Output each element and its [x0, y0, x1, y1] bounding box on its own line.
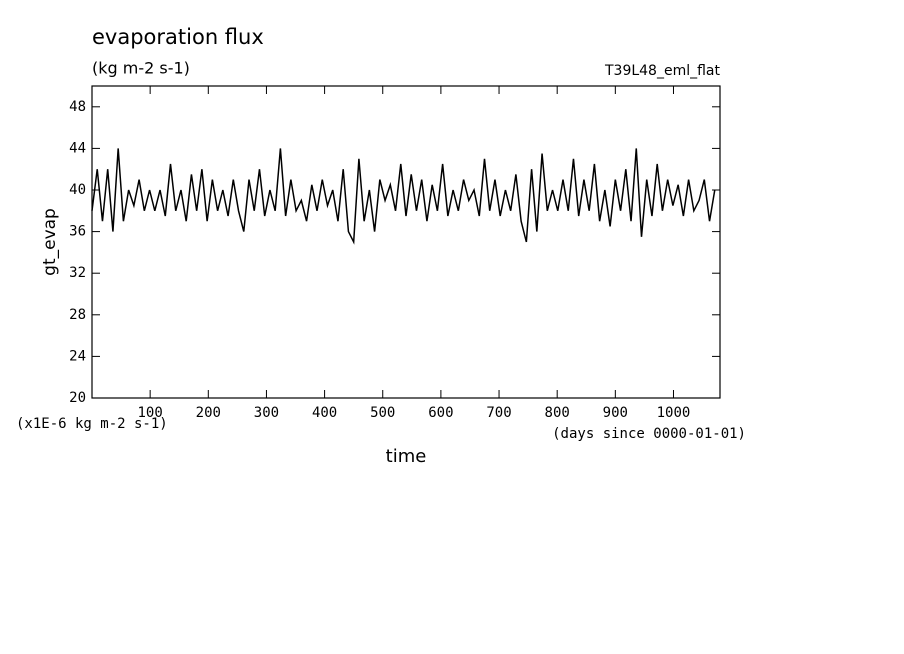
x-tick-label: 500 — [370, 405, 395, 421]
y-tick-label: 20 — [69, 390, 86, 406]
y-axis-label: gt_evap — [40, 208, 60, 276]
plot-frame — [91, 85, 721, 399]
y-tick-label: 24 — [69, 348, 86, 364]
y-tick-label: 32 — [69, 265, 86, 281]
x-tick-label: 400 — [312, 405, 337, 421]
y-tick-label: 28 — [69, 307, 86, 323]
x-tick-label: 100 — [137, 405, 162, 421]
data-line — [91, 148, 716, 245]
annotation: T39L48_eml_flat — [604, 63, 721, 79]
x-tick-label: 700 — [486, 405, 511, 421]
y-tick-label: 44 — [69, 140, 86, 156]
chart-subtitle: (kg m-2 s-1) — [92, 59, 190, 78]
x-tick-label: 300 — [254, 405, 279, 421]
x-tick-label: 1000 — [657, 405, 691, 421]
y-tick-label: 48 — [69, 99, 86, 115]
x-unit: (days since 0000-01-01) — [552, 426, 746, 442]
x-tick-label: 900 — [603, 405, 628, 421]
y-tick-label: 40 — [69, 182, 86, 198]
y-unit: (x1E-6 kg m-2 s-1) — [16, 416, 168, 432]
x-axis-label: time — [386, 446, 427, 467]
x-tick-label: 600 — [428, 405, 453, 421]
x-tick-label: 800 — [545, 405, 570, 421]
y-tick-label: 36 — [69, 224, 86, 240]
x-tick-label: 200 — [196, 405, 221, 421]
chart-title: evaporation flux — [92, 25, 264, 49]
